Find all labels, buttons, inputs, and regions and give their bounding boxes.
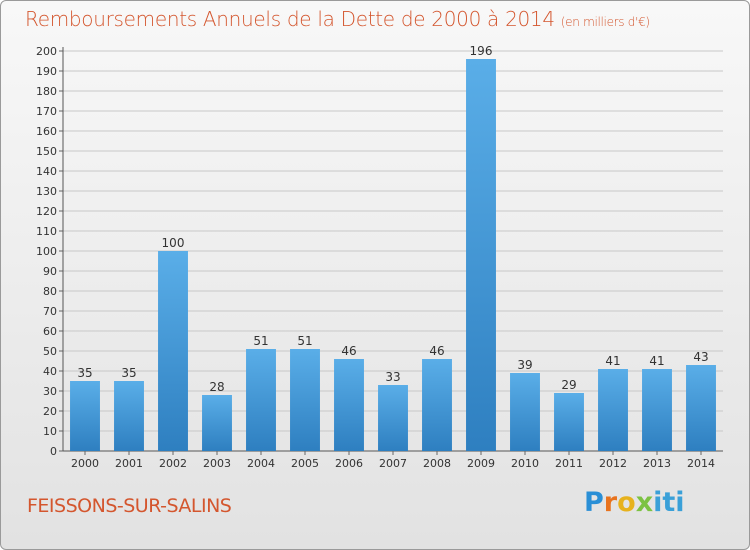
y-tick-label: 170 bbox=[36, 105, 57, 118]
y-tick-label: 40 bbox=[43, 365, 57, 378]
x-tick-label-2003: 2003 bbox=[203, 457, 231, 470]
x-tick-label-2014: 2014 bbox=[687, 457, 715, 470]
bars bbox=[70, 59, 716, 451]
bar-2006 bbox=[334, 359, 364, 451]
bar-2002 bbox=[158, 251, 188, 451]
x-tick-label-2001: 2001 bbox=[115, 457, 143, 470]
y-tick-label: 80 bbox=[43, 285, 57, 298]
bar-2010 bbox=[510, 373, 540, 451]
data-label-2012: 41 bbox=[605, 354, 620, 368]
data-label-2013: 41 bbox=[649, 354, 664, 368]
bar-2003 bbox=[202, 395, 232, 451]
y-tick-label: 50 bbox=[43, 345, 57, 358]
y-tick-label: 190 bbox=[36, 65, 57, 78]
y-tick-label: 30 bbox=[43, 385, 57, 398]
x-tick-label-2006: 2006 bbox=[335, 457, 363, 470]
y-tick-label: 120 bbox=[36, 205, 57, 218]
y-tick-label: 10 bbox=[43, 425, 57, 438]
bar-2004 bbox=[246, 349, 276, 451]
x-tick-label-2013: 2013 bbox=[643, 457, 671, 470]
bar-2011 bbox=[554, 393, 584, 451]
data-label-2000: 35 bbox=[77, 366, 92, 380]
x-tick-label-2000: 2000 bbox=[71, 457, 99, 470]
bar-2014 bbox=[686, 365, 716, 451]
chart-title-text: Remboursements Annuels de la Dette de 20… bbox=[25, 7, 555, 31]
y-tick-label: 100 bbox=[36, 245, 57, 258]
data-label-2002: 100 bbox=[162, 236, 185, 250]
bar-2009 bbox=[466, 59, 496, 451]
x-tick-label-2007: 2007 bbox=[379, 457, 407, 470]
data-label-2001: 35 bbox=[121, 366, 136, 380]
bar-2000 bbox=[70, 381, 100, 451]
data-label-2009: 196 bbox=[470, 44, 493, 58]
y-tick-label: 130 bbox=[36, 185, 57, 198]
y-tick-label: 110 bbox=[36, 225, 57, 238]
x-tick-label-2009: 2009 bbox=[467, 457, 495, 470]
y-tick-label: 60 bbox=[43, 325, 57, 338]
y-tick-label: 0 bbox=[50, 445, 57, 458]
data-label-2008: 46 bbox=[429, 344, 444, 358]
data-label-2003: 28 bbox=[209, 380, 224, 394]
data-label-2014: 43 bbox=[693, 350, 708, 364]
data-label-2010: 39 bbox=[517, 358, 532, 372]
x-tick-label-2002: 2002 bbox=[159, 457, 187, 470]
bar-2008 bbox=[422, 359, 452, 451]
chart-subtitle: (en milliers d'€) bbox=[560, 15, 650, 29]
bar-2007 bbox=[378, 385, 408, 451]
x-tick-label-2010: 2010 bbox=[511, 457, 539, 470]
x-tick-label-2008: 2008 bbox=[423, 457, 451, 470]
bar-2005 bbox=[290, 349, 320, 451]
x-tick-label-2012: 2012 bbox=[599, 457, 627, 470]
x-tick-label-2004: 2004 bbox=[247, 457, 275, 470]
data-label-2007: 33 bbox=[385, 370, 400, 384]
y-tick-label: 70 bbox=[43, 305, 57, 318]
y-tick-label: 150 bbox=[36, 145, 57, 158]
y-tick-label: 180 bbox=[36, 85, 57, 98]
bar-2012 bbox=[598, 369, 628, 451]
data-label-2004: 51 bbox=[253, 334, 268, 348]
bar-2001 bbox=[114, 381, 144, 451]
y-tick-label: 140 bbox=[36, 165, 57, 178]
y-tick-label: 90 bbox=[43, 265, 57, 278]
x-tick-label-2011: 2011 bbox=[555, 457, 583, 470]
data-label-2005: 51 bbox=[297, 334, 312, 348]
y-tick-label: 20 bbox=[43, 405, 57, 418]
data-label-2006: 46 bbox=[341, 344, 356, 358]
data-labels: 35 35 100 28 51 51 46 33 46 196 39 29 41 41 43 bbox=[77, 44, 708, 394]
axes: 0 10 20 30 40 50 60 70 80 90 100 110 120 130 140 150 160… bbox=[36, 45, 723, 470]
y-tick-label: 160 bbox=[36, 125, 57, 138]
proxiti-logo: Proxiti bbox=[584, 487, 685, 518]
chart-title: Remboursements Annuels de la Dette de 20… bbox=[25, 7, 650, 31]
x-tick-label-2005: 2005 bbox=[291, 457, 319, 470]
y-tick-label: 200 bbox=[36, 45, 57, 58]
bar-2013 bbox=[642, 369, 672, 451]
data-label-2011: 29 bbox=[561, 378, 576, 392]
municipality-name: FEISSONS-SUR-SALINS bbox=[27, 495, 232, 517]
